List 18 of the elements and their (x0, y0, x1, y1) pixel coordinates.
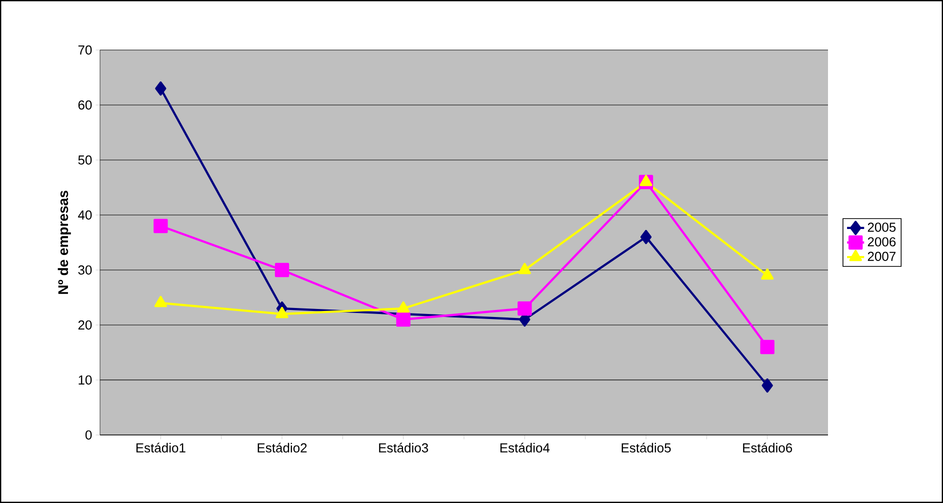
y-tick-label: 70 (78, 45, 92, 55)
y-tick-label: 50 (78, 155, 92, 165)
y-tick-label: 10 (78, 375, 92, 385)
x-tick-label: Estádio6 (743, 442, 792, 452)
y-tick-label: 20 (78, 320, 92, 330)
x-tick-label: Estádio5 (622, 442, 671, 452)
legend-label: 2007 (868, 252, 896, 261)
x-tick-label: Estádio2 (258, 442, 307, 452)
y-tick-label: 0 (85, 430, 92, 440)
y-axis-title: Nº de empresas (58, 190, 71, 294)
y-tick-label: 30 (78, 265, 92, 275)
legend-label: 2005 (868, 222, 896, 232)
x-tick-label: Estádio1 (136, 442, 186, 452)
legend-label: 2006 (868, 237, 896, 246)
x-tick-label: Estádio3 (379, 442, 428, 452)
y-tick-label: 60 (78, 100, 92, 110)
x-tick-label: Estádio4 (500, 442, 550, 452)
y-tick-label: 40 (78, 210, 92, 220)
